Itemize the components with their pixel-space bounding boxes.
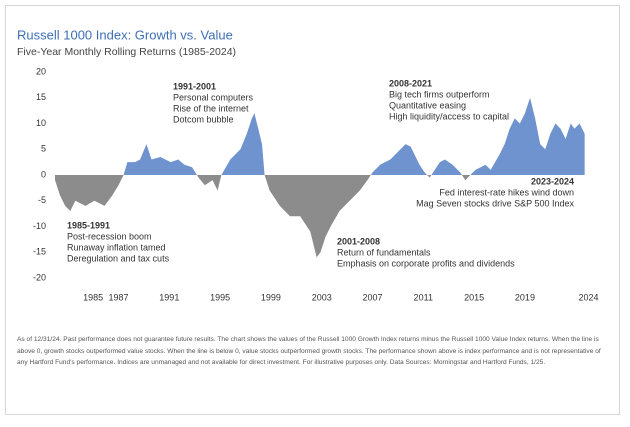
annotation-line: Personal computers [173,92,254,102]
x-tick-label: 1987 [108,292,128,302]
y-tick-label: -20 [33,272,46,282]
y-tick-label: 15 [36,92,46,102]
x-tick-label: 2024 [578,292,598,302]
x-tick-label: 2011 [414,292,433,302]
annotation-line: Emphasis on corporate profits and divide… [337,258,515,268]
annotation-line: Return of fundamentals [337,247,431,257]
chart-title: Russell 1000 Index: Growth vs. Value [17,27,233,42]
y-tick-label: 20 [36,66,46,76]
annotation-line: Dotcom bubble [173,114,234,124]
y-tick-label: 0 [41,169,46,179]
y-tick-label: -5 [38,195,46,205]
annotation-title: 2008-2021 [389,78,432,88]
annotation-title: 2023-2024 [531,176,574,186]
annotation-line: Fed interest-rate hikes wind down [439,187,574,197]
annotation-title: 2001-2008 [337,236,380,246]
x-tick-label: 2015 [464,292,484,302]
annotation-line: Post-recession boom [67,231,152,241]
annotation-line: Big tech firms outperform [389,89,490,99]
footnote: As of 12/31/24. Past performance does no… [17,336,601,367]
annotation-line: Quantitative easing [389,100,466,110]
annotation-title: 1985-1991 [67,220,110,230]
x-tick-label: 1991 [159,292,179,302]
x-tick-label: 1985 [83,292,103,302]
area [55,97,585,258]
x-tick-label: 1995 [210,292,230,302]
x-tick-label: 1999 [261,292,281,302]
x-tick-label: 2007 [363,292,383,302]
annotation-line: High liquidity/access to capital [389,111,509,121]
y-tick-label: -15 [33,247,46,257]
frame [5,5,620,415]
y-tick-label: 5 [41,144,46,154]
y-tick-label: -10 [33,221,46,231]
annotation-title: 1991-2001 [173,81,216,91]
y-tick-label: 10 [36,118,46,128]
x-tick-label: 2003 [312,292,332,302]
x-tick-label: 2019 [515,292,535,302]
chart-subtitle: Five-Year Monthly Rolling Returns (1985-… [17,46,236,58]
annotation-line: Rise of the internet [173,103,249,113]
annotation-line: Mag Seven stocks drive S&P 500 Index [416,198,574,208]
annotation-line: Runaway inflation tamed [67,242,166,252]
annotation-line: Deregulation and tax cuts [67,253,170,263]
